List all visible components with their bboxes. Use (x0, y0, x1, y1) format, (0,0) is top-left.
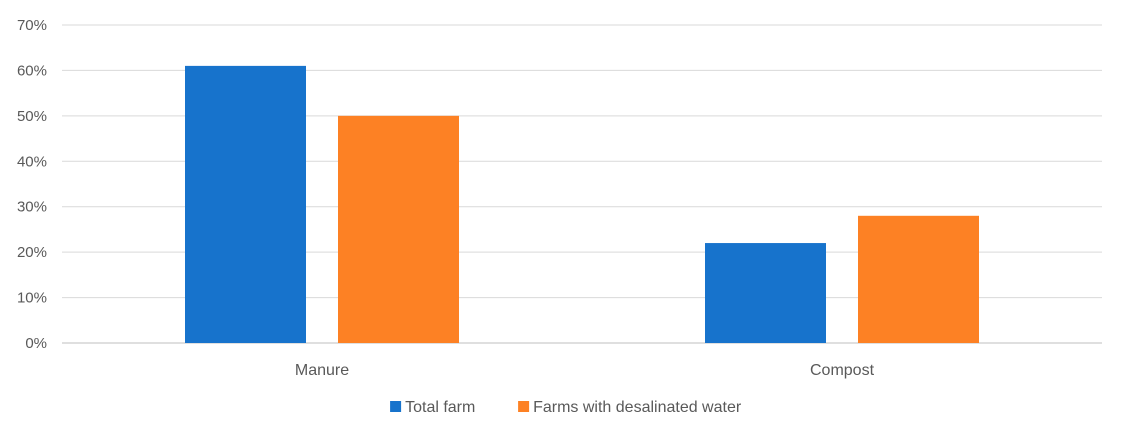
y-tick-label: 20% (17, 244, 47, 261)
bar-farms-with-desalinated-water-manure (338, 115, 459, 343)
y-tick-label: 60% (17, 62, 47, 79)
x-category-label: Compost (810, 362, 875, 379)
y-tick-label: 10% (17, 290, 47, 307)
legend-label: Farms with desalinated water (533, 399, 742, 416)
x-category-label: Manure (295, 362, 349, 379)
bar-total-farm-compost (705, 243, 826, 343)
y-tick-label: 50% (17, 108, 47, 125)
y-tick-label: 30% (17, 199, 47, 216)
bar-farms-with-desalinated-water-compost (858, 215, 979, 343)
legend-swatch (390, 401, 402, 412)
legend-label: Total farm (405, 399, 475, 416)
y-axis-tick-labels: 0% 10% 20% 30% 40% 50% 60% 70% (17, 17, 47, 352)
legend-swatch (518, 401, 530, 412)
y-tick-label: 70% (17, 17, 47, 34)
y-tick-label: 0% (25, 335, 47, 352)
y-tick-label: 40% (17, 153, 47, 170)
bar-total-farm-manure (185, 65, 306, 343)
legend: Total farm Farms with desalinated water (390, 399, 742, 416)
bars (185, 65, 979, 343)
x-axis: Manure Compost (295, 362, 875, 379)
